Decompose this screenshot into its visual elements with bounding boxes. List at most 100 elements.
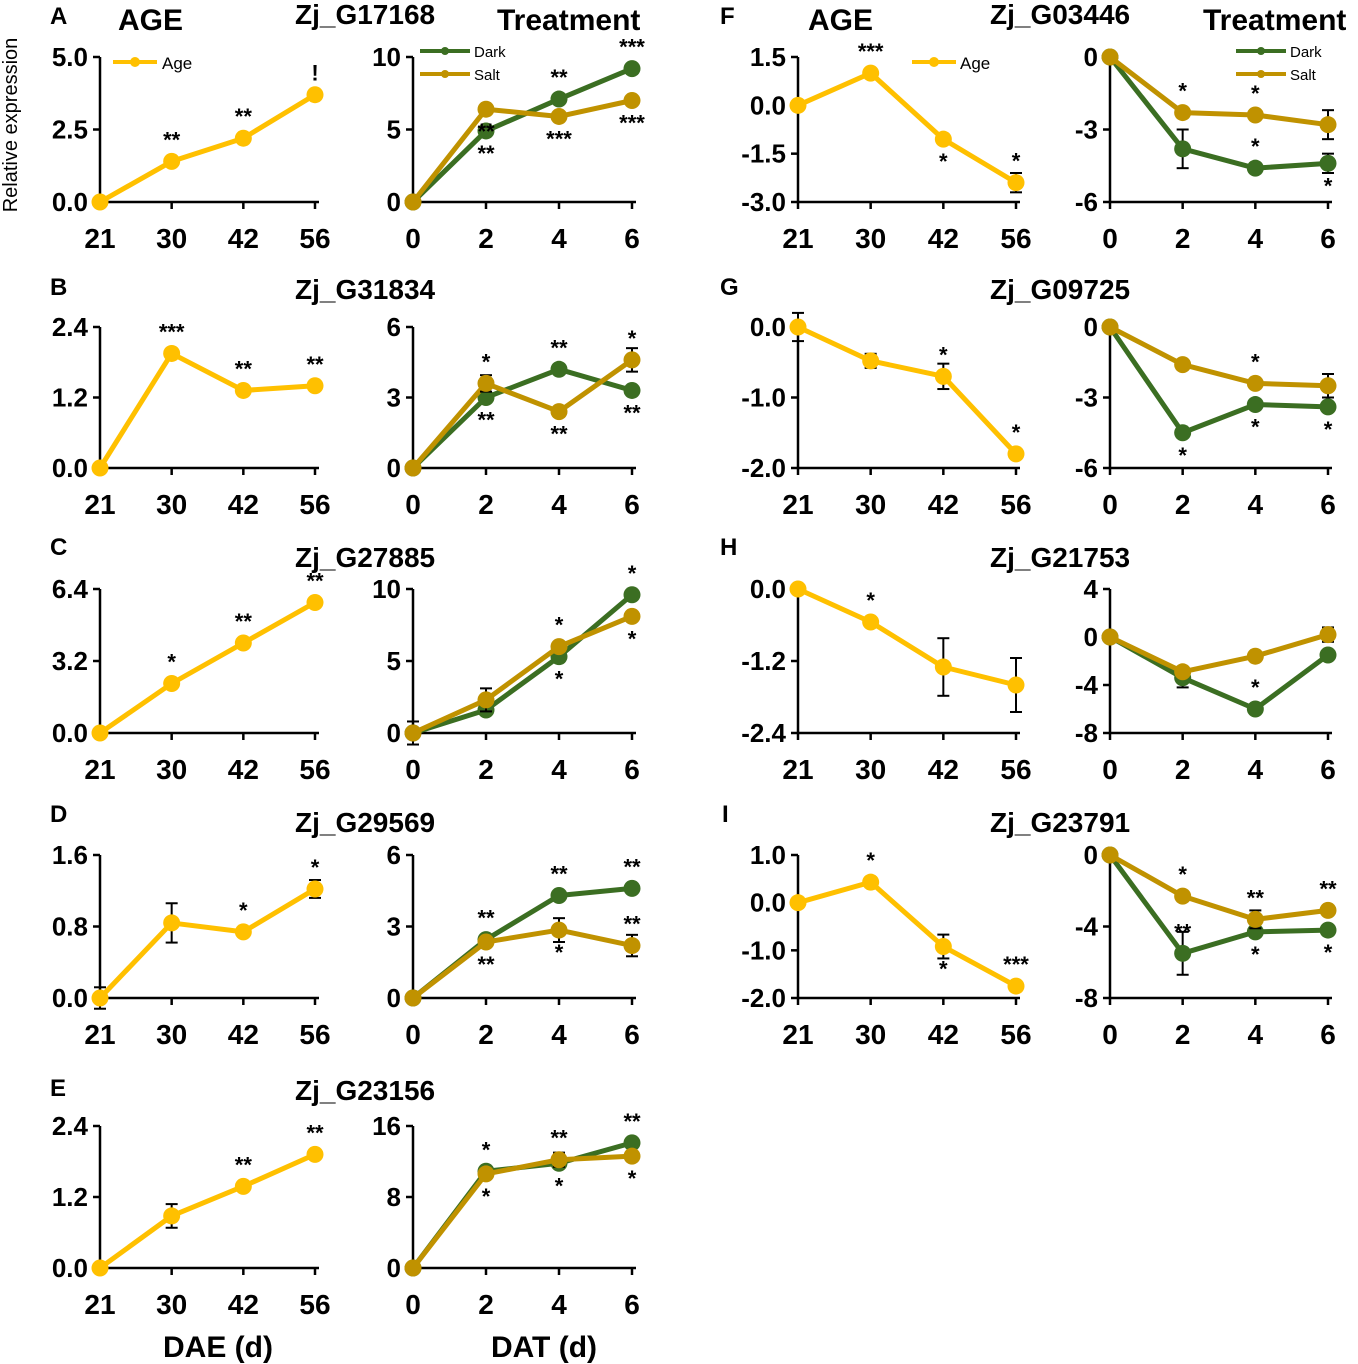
- x-tick-label: 30: [855, 754, 886, 785]
- significance-label: *: [939, 957, 948, 982]
- significance-label: **: [235, 609, 253, 634]
- series-salt-point: [550, 638, 568, 656]
- y-tick-label: 0.0: [52, 983, 88, 1013]
- x-tick-label: 21: [84, 754, 115, 785]
- significance-label: *: [482, 1184, 491, 1209]
- x-tick-label: 56: [299, 1019, 330, 1050]
- x-tick-label: 6: [624, 1019, 640, 1050]
- chart-g-age: -2.0 -1.0 0.0 21 30 42 56 * *: [741, 311, 1032, 520]
- significance-label: *: [1012, 420, 1021, 445]
- significance-label: ***: [159, 319, 185, 344]
- series-age-line: [97, 350, 316, 470]
- y-tick-label: 3: [387, 912, 401, 942]
- series-dark-point: [623, 1134, 641, 1152]
- series-dark-point: [550, 360, 568, 378]
- series-age-line: [796, 586, 1017, 688]
- x-tick-label: 2: [478, 1019, 494, 1050]
- gene-name-f: Zj_G03446: [990, 0, 1130, 30]
- significance-label: *: [1324, 173, 1333, 198]
- y-tick-label: 6.4: [52, 574, 89, 604]
- chart-b-age: 0.01.22.421 30 42 56***** **: [52, 312, 331, 520]
- x-tick-label: 6: [1320, 223, 1336, 254]
- x-tick-label: 30: [855, 1019, 886, 1050]
- series-dark-point: [550, 887, 568, 905]
- y-tick-label: 4: [1084, 574, 1099, 604]
- x-tick-label: 4: [1248, 754, 1264, 785]
- y-tick-label: -8: [1075, 983, 1098, 1013]
- series-age-point: [234, 1177, 252, 1195]
- series-salt-point: [404, 1259, 422, 1277]
- x-tick-label: 0: [1102, 754, 1118, 785]
- series-age-point: [91, 724, 109, 742]
- y-tick-label: 0.0: [52, 718, 88, 748]
- significance-label: *: [482, 1137, 491, 1162]
- x-tick-label: 30: [855, 223, 886, 254]
- x-tick-label: 42: [228, 489, 259, 520]
- significance-label: *: [628, 326, 637, 351]
- y-tick-label: 0: [1084, 622, 1098, 652]
- significance-label: *: [1324, 417, 1333, 442]
- y-tick-label: -3.0: [741, 187, 786, 217]
- chart-a-age: 0.0 2.5 5.0 21 30 42 56 ** **!: [52, 42, 331, 254]
- series-age-point: [163, 1207, 181, 1225]
- legend-salt-label: Salt: [474, 67, 501, 84]
- series-dark-point: [1319, 646, 1337, 664]
- series-age-point: [91, 989, 109, 1007]
- x-tick-label: 21: [782, 754, 813, 785]
- y-tick-label: -1.2: [741, 646, 786, 676]
- x-tick-label: 42: [228, 223, 259, 254]
- significance-label: *: [939, 149, 948, 174]
- significance-label: *: [1178, 443, 1187, 468]
- series-dark-point: [1174, 140, 1192, 158]
- x-tick-label: 21: [84, 1019, 115, 1050]
- x-tick-label: 2: [1175, 489, 1191, 520]
- x-tick-label: 21: [782, 489, 813, 520]
- significance-label: **: [306, 352, 324, 377]
- y-tick-label: 0: [1084, 840, 1098, 870]
- series-age-point: [934, 130, 952, 148]
- significance-label: *: [1012, 149, 1021, 174]
- significance-label: *: [167, 650, 176, 675]
- x-tick-label: 56: [299, 1289, 330, 1320]
- x-tick-label: 4: [1248, 489, 1264, 520]
- legend-age-label: Age: [960, 54, 990, 73]
- x-tick-label: 42: [928, 223, 959, 254]
- series-dark-point: [1246, 159, 1264, 177]
- x-tick-label: 0: [405, 489, 421, 520]
- legend-dark-label: Dark: [1290, 44, 1322, 61]
- series-dark-point: [1319, 921, 1337, 939]
- significance-label: **: [550, 1126, 568, 1151]
- series-salt-point: [1319, 901, 1337, 919]
- significance-label: *: [866, 848, 875, 873]
- series-dark-point: [623, 381, 641, 399]
- series-salt-point: [477, 374, 495, 392]
- y-tick-label: 5: [387, 646, 401, 676]
- gene-name-b: Zj_G31834: [295, 274, 436, 305]
- series-dark-point: [1246, 700, 1264, 718]
- significance-label: **: [477, 952, 495, 977]
- panel-letter-g: G: [720, 274, 739, 301]
- y-tick-label: -4: [1075, 912, 1099, 942]
- series-salt-point: [1174, 104, 1192, 122]
- series-salt-point: [1101, 48, 1119, 66]
- panel-title-age-f: AGE: [808, 4, 873, 37]
- series-age-point: [91, 459, 109, 477]
- significance-label: ***: [858, 39, 884, 64]
- x-tick-label: 56: [1000, 223, 1031, 254]
- gene-name-c: Zj_G27885: [295, 542, 435, 573]
- significance-label: *: [1178, 79, 1187, 104]
- y-tick-label: 2.5: [52, 115, 88, 145]
- series-age-line: [98, 1152, 317, 1271]
- y-tick-label: 0: [1084, 312, 1098, 342]
- series-salt-point: [623, 607, 641, 625]
- panel-letter-c: C: [50, 534, 67, 561]
- series-age-point: [934, 658, 952, 676]
- legend-dark-marker: [441, 47, 449, 55]
- y-tick-label: -3: [1075, 115, 1098, 145]
- gene-name-d: Zj_G29569: [295, 807, 435, 838]
- x-tick-label: 0: [405, 223, 421, 254]
- series-salt-line: [411, 98, 633, 204]
- series-age-line: [796, 70, 1018, 185]
- significance-label: **: [550, 422, 568, 447]
- significance-label: **: [306, 569, 324, 594]
